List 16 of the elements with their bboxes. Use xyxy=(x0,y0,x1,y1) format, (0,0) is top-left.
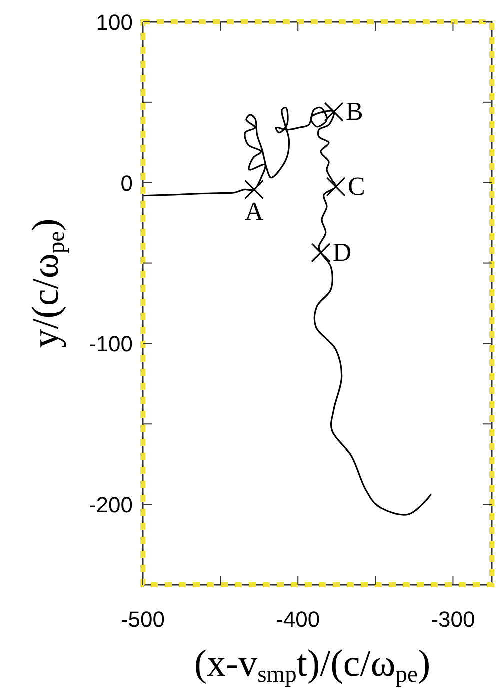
y-tick-label: -200 xyxy=(88,492,133,518)
y-tick-label: -100 xyxy=(88,332,133,357)
point xyxy=(326,177,346,197)
point xyxy=(311,243,331,263)
x-tick-label: -300 xyxy=(431,607,476,632)
annotation: D xyxy=(332,238,352,267)
x-axis-title: (x-v$_{smp}$t)/(c/ω$_{pe}$) xyxy=(194,643,431,688)
point xyxy=(244,180,264,200)
annotation: B xyxy=(346,96,364,126)
x-tick-label: -500 xyxy=(120,607,166,632)
x-tick-label: -400 xyxy=(276,607,320,632)
point xyxy=(324,102,344,122)
y-tick-label: 0 xyxy=(120,170,133,196)
annotation: A xyxy=(244,196,264,226)
y-tick-label: 100 xyxy=(96,10,133,35)
annotation: C xyxy=(348,172,366,201)
